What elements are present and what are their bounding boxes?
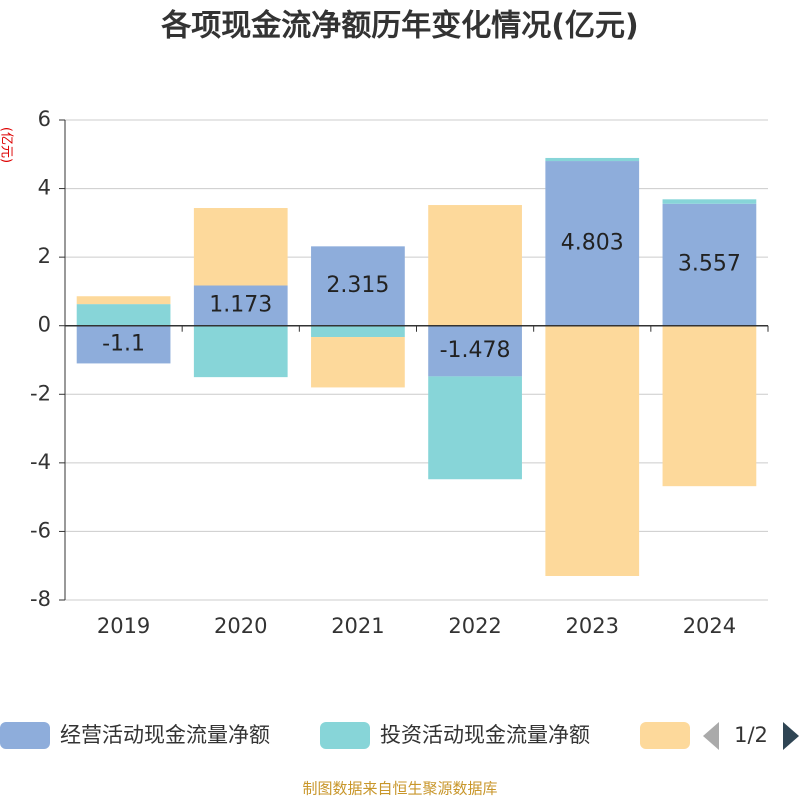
legend-swatch xyxy=(320,722,370,749)
bar xyxy=(545,157,640,162)
y-tick-label: 6 xyxy=(38,107,51,131)
x-tick-label: 2023 xyxy=(566,614,619,638)
bar xyxy=(311,246,405,326)
x-tick-label: 2024 xyxy=(683,614,736,638)
bar xyxy=(428,325,522,377)
legend-prev[interactable] xyxy=(703,722,719,750)
data-label: 2.315 xyxy=(326,273,389,298)
bar xyxy=(76,304,171,326)
bar xyxy=(311,325,405,338)
data-label: -1.1 xyxy=(102,332,145,357)
bar xyxy=(76,296,171,305)
bar xyxy=(193,208,288,286)
bar xyxy=(428,205,522,326)
legend-swatch xyxy=(0,722,50,749)
y-tick-label: -8 xyxy=(30,587,51,611)
chart-title: 各项现金流净额历年变化情况(亿元) xyxy=(160,9,638,44)
source-note: 制图数据来自恒生聚源数据库 xyxy=(302,780,497,798)
bar xyxy=(662,325,757,487)
bar xyxy=(545,161,640,326)
x-tick-label: 2021 xyxy=(331,614,384,638)
bar xyxy=(193,285,288,326)
bar xyxy=(311,337,405,388)
legend-label: 投资活动现金流量净额 xyxy=(380,723,590,747)
x-tick-label: 2019 xyxy=(97,614,150,638)
legend-next[interactable] xyxy=(783,722,799,750)
x-tick-label: 2020 xyxy=(214,614,267,638)
y-tick-label: -6 xyxy=(30,518,51,542)
bar xyxy=(662,203,757,326)
y-tick-label: -2 xyxy=(30,381,51,405)
data-label: 3.557 xyxy=(678,252,741,277)
y-tick-label: -4 xyxy=(30,450,51,474)
legend-page: 1/2 xyxy=(734,723,768,747)
y-tick-label: 0 xyxy=(38,313,51,337)
data-label: -1.478 xyxy=(440,338,511,363)
bar xyxy=(545,325,640,576)
bar xyxy=(76,325,171,364)
legend-label: 经营活动现金流量净额 xyxy=(60,723,270,747)
x-tick-label: 2022 xyxy=(448,614,501,638)
data-label: 1.173 xyxy=(209,293,272,318)
bar xyxy=(193,325,288,378)
data-label: 4.803 xyxy=(561,230,624,255)
y-axis-label: (亿元) xyxy=(0,127,14,163)
legend-swatch xyxy=(640,722,690,749)
y-tick-label: 2 xyxy=(38,244,51,268)
y-tick-label: 4 xyxy=(38,176,51,200)
bar xyxy=(428,376,522,480)
bar xyxy=(662,199,757,204)
